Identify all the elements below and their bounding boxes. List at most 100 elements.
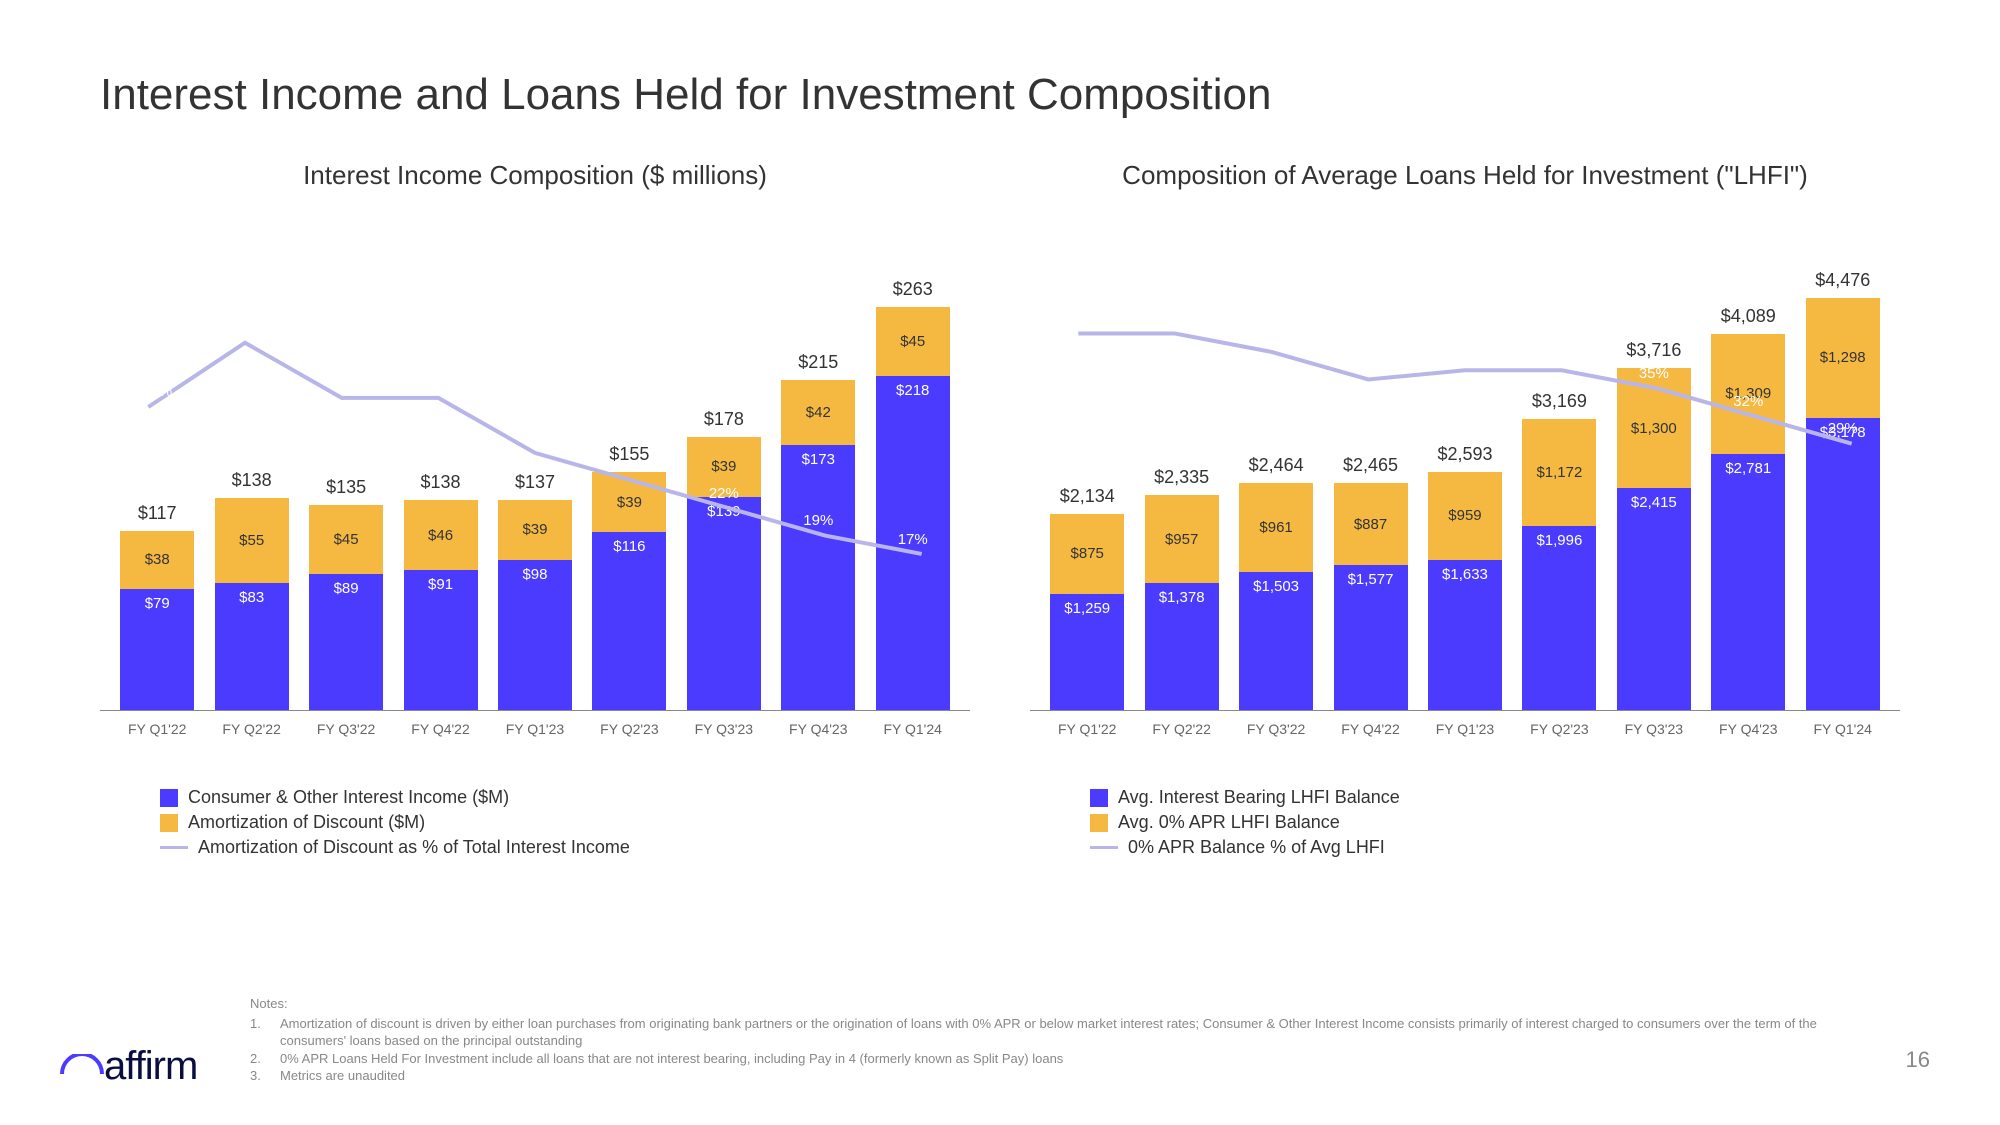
brand-logo: affirm [60, 1044, 197, 1089]
bar-top-label: $55 [239, 532, 264, 549]
line-pct-label: 41% [1145, 310, 1219, 327]
legend-square-icon [160, 789, 178, 807]
footnote-row: 3.Metrics are unaudited [250, 1067, 1880, 1085]
bar-top-segment: $1,300$3,716 [1617, 368, 1691, 488]
x-axis-label: FY Q3'22 [309, 721, 383, 737]
legend-row: Avg. Interest Bearing LHFI Balance [1090, 787, 1900, 808]
bar-total-label: $137 [498, 472, 572, 493]
line-pct-label: 33% [120, 383, 194, 400]
bar-group: $1,577$887$2,46536% [1334, 483, 1408, 710]
bar-group: $218 $45$263 17% [876, 307, 950, 710]
bar-bottom-segment: $1,633 [1428, 560, 1502, 710]
chart-right-area: $1,259$875$2,13441%$1,378$957$2,33541%$1… [1030, 211, 1900, 711]
bar-group: $98$39$13728% [498, 500, 572, 710]
bar-top-label: $957 [1165, 531, 1198, 548]
bar-total-label: $138 [215, 470, 289, 491]
bar-group: $116$39$15525% [592, 472, 666, 710]
bar-group: $139$39$17822% [687, 437, 761, 710]
footnote-text: Amortization of discount is driven by ei… [280, 1015, 1880, 1050]
page-title: Interest Income and Loans Held for Inves… [100, 70, 1272, 120]
bar-top-label: $1,172 [1536, 464, 1582, 481]
bar-top-label: $42 [806, 404, 831, 421]
chart-left-area: $79$38$11733%$83$55$13840%$89$45$13534%$… [100, 211, 970, 711]
line-pct-label: 34% [309, 374, 383, 391]
bar-bottom-segment: $91 [404, 570, 478, 710]
bar-bottom-label: $1,996 [1522, 532, 1596, 549]
bar-top-label: $39 [617, 494, 642, 511]
line-pct-label: 32% [1711, 393, 1785, 410]
legend-row: Avg. 0% APR LHFI Balance [1090, 812, 1900, 833]
line-pct-label: 17% [876, 531, 950, 548]
brand-text: affirm [104, 1044, 197, 1088]
bar-bottom-label: $2,781 [1711, 460, 1785, 477]
bar-top-label: $1,300 [1631, 420, 1677, 437]
chart-left-title: Interest Income Composition ($ millions) [100, 160, 970, 191]
bar-group: $1,996$1,172$3,16937% [1522, 419, 1596, 710]
bar-top-segment: $45$263 [876, 307, 950, 376]
bar-bottom-segment: $2,415 [1617, 488, 1691, 710]
x-axis-label: FY Q3'23 [687, 721, 761, 737]
bar-top-segment: $39$155 [592, 472, 666, 532]
footnote-text: Metrics are unaudited [280, 1067, 405, 1085]
logo-arc-icon [60, 1054, 104, 1076]
legend-line-icon [160, 846, 188, 849]
footnote-number: 2. [250, 1050, 264, 1068]
x-axis-label: FY Q4'23 [781, 721, 855, 737]
legend-label: 0% APR Balance % of Avg LHFI [1128, 837, 1385, 858]
bar-top-label: $1,298 [1820, 349, 1866, 366]
x-axis-label: FY Q1'23 [498, 721, 572, 737]
legend-label: Amortization of Discount ($M) [188, 812, 425, 833]
footnote-row: 1.Amortization of discount is driven by … [250, 1015, 1880, 1050]
line-pct-label: 37% [1522, 347, 1596, 364]
bar-total-label: $215 [781, 352, 855, 373]
legend-row: 0% APR Balance % of Avg LHFI [1090, 837, 1900, 858]
bar-bottom-segment: $1,577 [1334, 565, 1408, 710]
bar-bottom-label: $98 [498, 566, 572, 583]
bar-bottom-label: $79 [120, 595, 194, 612]
line-pct-label: 35% [1617, 365, 1691, 382]
bar-bottom-label: $116 [592, 538, 666, 555]
legend-label: Avg. 0% APR LHFI Balance [1118, 812, 1340, 833]
page-number: 16 [1906, 1047, 1930, 1073]
bar-bottom-label: $1,378 [1145, 589, 1219, 606]
bar-bottom-segment: $139 [687, 497, 761, 710]
bar-bottom-label: $91 [404, 576, 478, 593]
notes-heading: Notes: [250, 995, 1880, 1013]
bar-bottom-label: $173 [781, 451, 855, 468]
bar-top-label: $45 [900, 333, 925, 350]
chart-right-title: Composition of Average Loans Held for In… [1030, 160, 1900, 191]
bar-total-label: $138 [404, 472, 478, 493]
chart-right: Composition of Average Loans Held for In… [1030, 160, 1900, 862]
legend-square-icon [1090, 789, 1108, 807]
bar-top-segment: $957$2,335 [1145, 495, 1219, 583]
bar-bottom-segment: $2,781 [1711, 454, 1785, 710]
bar-bottom-label: $1,577 [1334, 571, 1408, 588]
bar-top-label: $46 [428, 527, 453, 544]
bar-bottom-label: $218 [876, 382, 950, 399]
line-pct-label: 22% [687, 485, 761, 502]
bar-top-label: $45 [334, 531, 359, 548]
bar-top-segment: $1,172$3,169 [1522, 419, 1596, 527]
bar-top-label: $961 [1259, 519, 1292, 536]
bar-top-segment: $1,298$4,476 [1806, 298, 1880, 417]
bar-group: $79$38$11733% [120, 531, 194, 710]
bar-total-label: $178 [687, 409, 761, 430]
bar-bottom-segment: $79 [120, 589, 194, 710]
line-pct-label: 25% [592, 457, 666, 474]
bar-top-label: $39 [711, 458, 736, 475]
x-axis-label: FY Q2'22 [215, 721, 289, 737]
bar-bottom-segment: $89 [309, 574, 383, 710]
bar-group: $1,633$959$2,59337% [1428, 472, 1502, 710]
legend-square-icon [1090, 814, 1108, 832]
bar-top-label: $38 [145, 551, 170, 568]
x-axis-label: FY Q1'24 [1806, 721, 1880, 737]
line-pct-label: 28% [498, 429, 572, 446]
line-pct-label: 40% [215, 319, 289, 336]
bar-bottom-label: $83 [215, 589, 289, 606]
legend-left: Consumer & Other Interest Income ($M)Amo… [160, 787, 970, 858]
bar-bottom-segment: $1,996 [1522, 526, 1596, 710]
bar-group: $173$42$21519% [781, 380, 855, 710]
legend-line-icon [1090, 846, 1118, 849]
bar-group: $1,378$957$2,33541% [1145, 495, 1219, 710]
bar-bottom-segment: $3,178 [1806, 418, 1880, 710]
